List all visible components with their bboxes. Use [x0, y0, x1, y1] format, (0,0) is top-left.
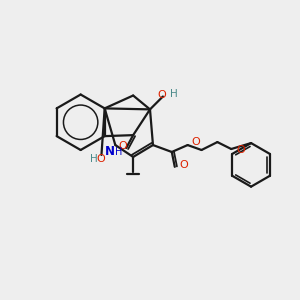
Text: H: H — [170, 88, 178, 98]
Text: N: N — [105, 146, 116, 158]
Text: O: O — [180, 160, 188, 170]
Text: O: O — [236, 145, 245, 155]
Text: H: H — [90, 154, 98, 164]
Text: O: O — [192, 137, 200, 147]
Text: O: O — [96, 154, 105, 164]
Text: O: O — [118, 141, 127, 151]
Text: H: H — [115, 147, 122, 157]
Text: O: O — [158, 89, 166, 100]
